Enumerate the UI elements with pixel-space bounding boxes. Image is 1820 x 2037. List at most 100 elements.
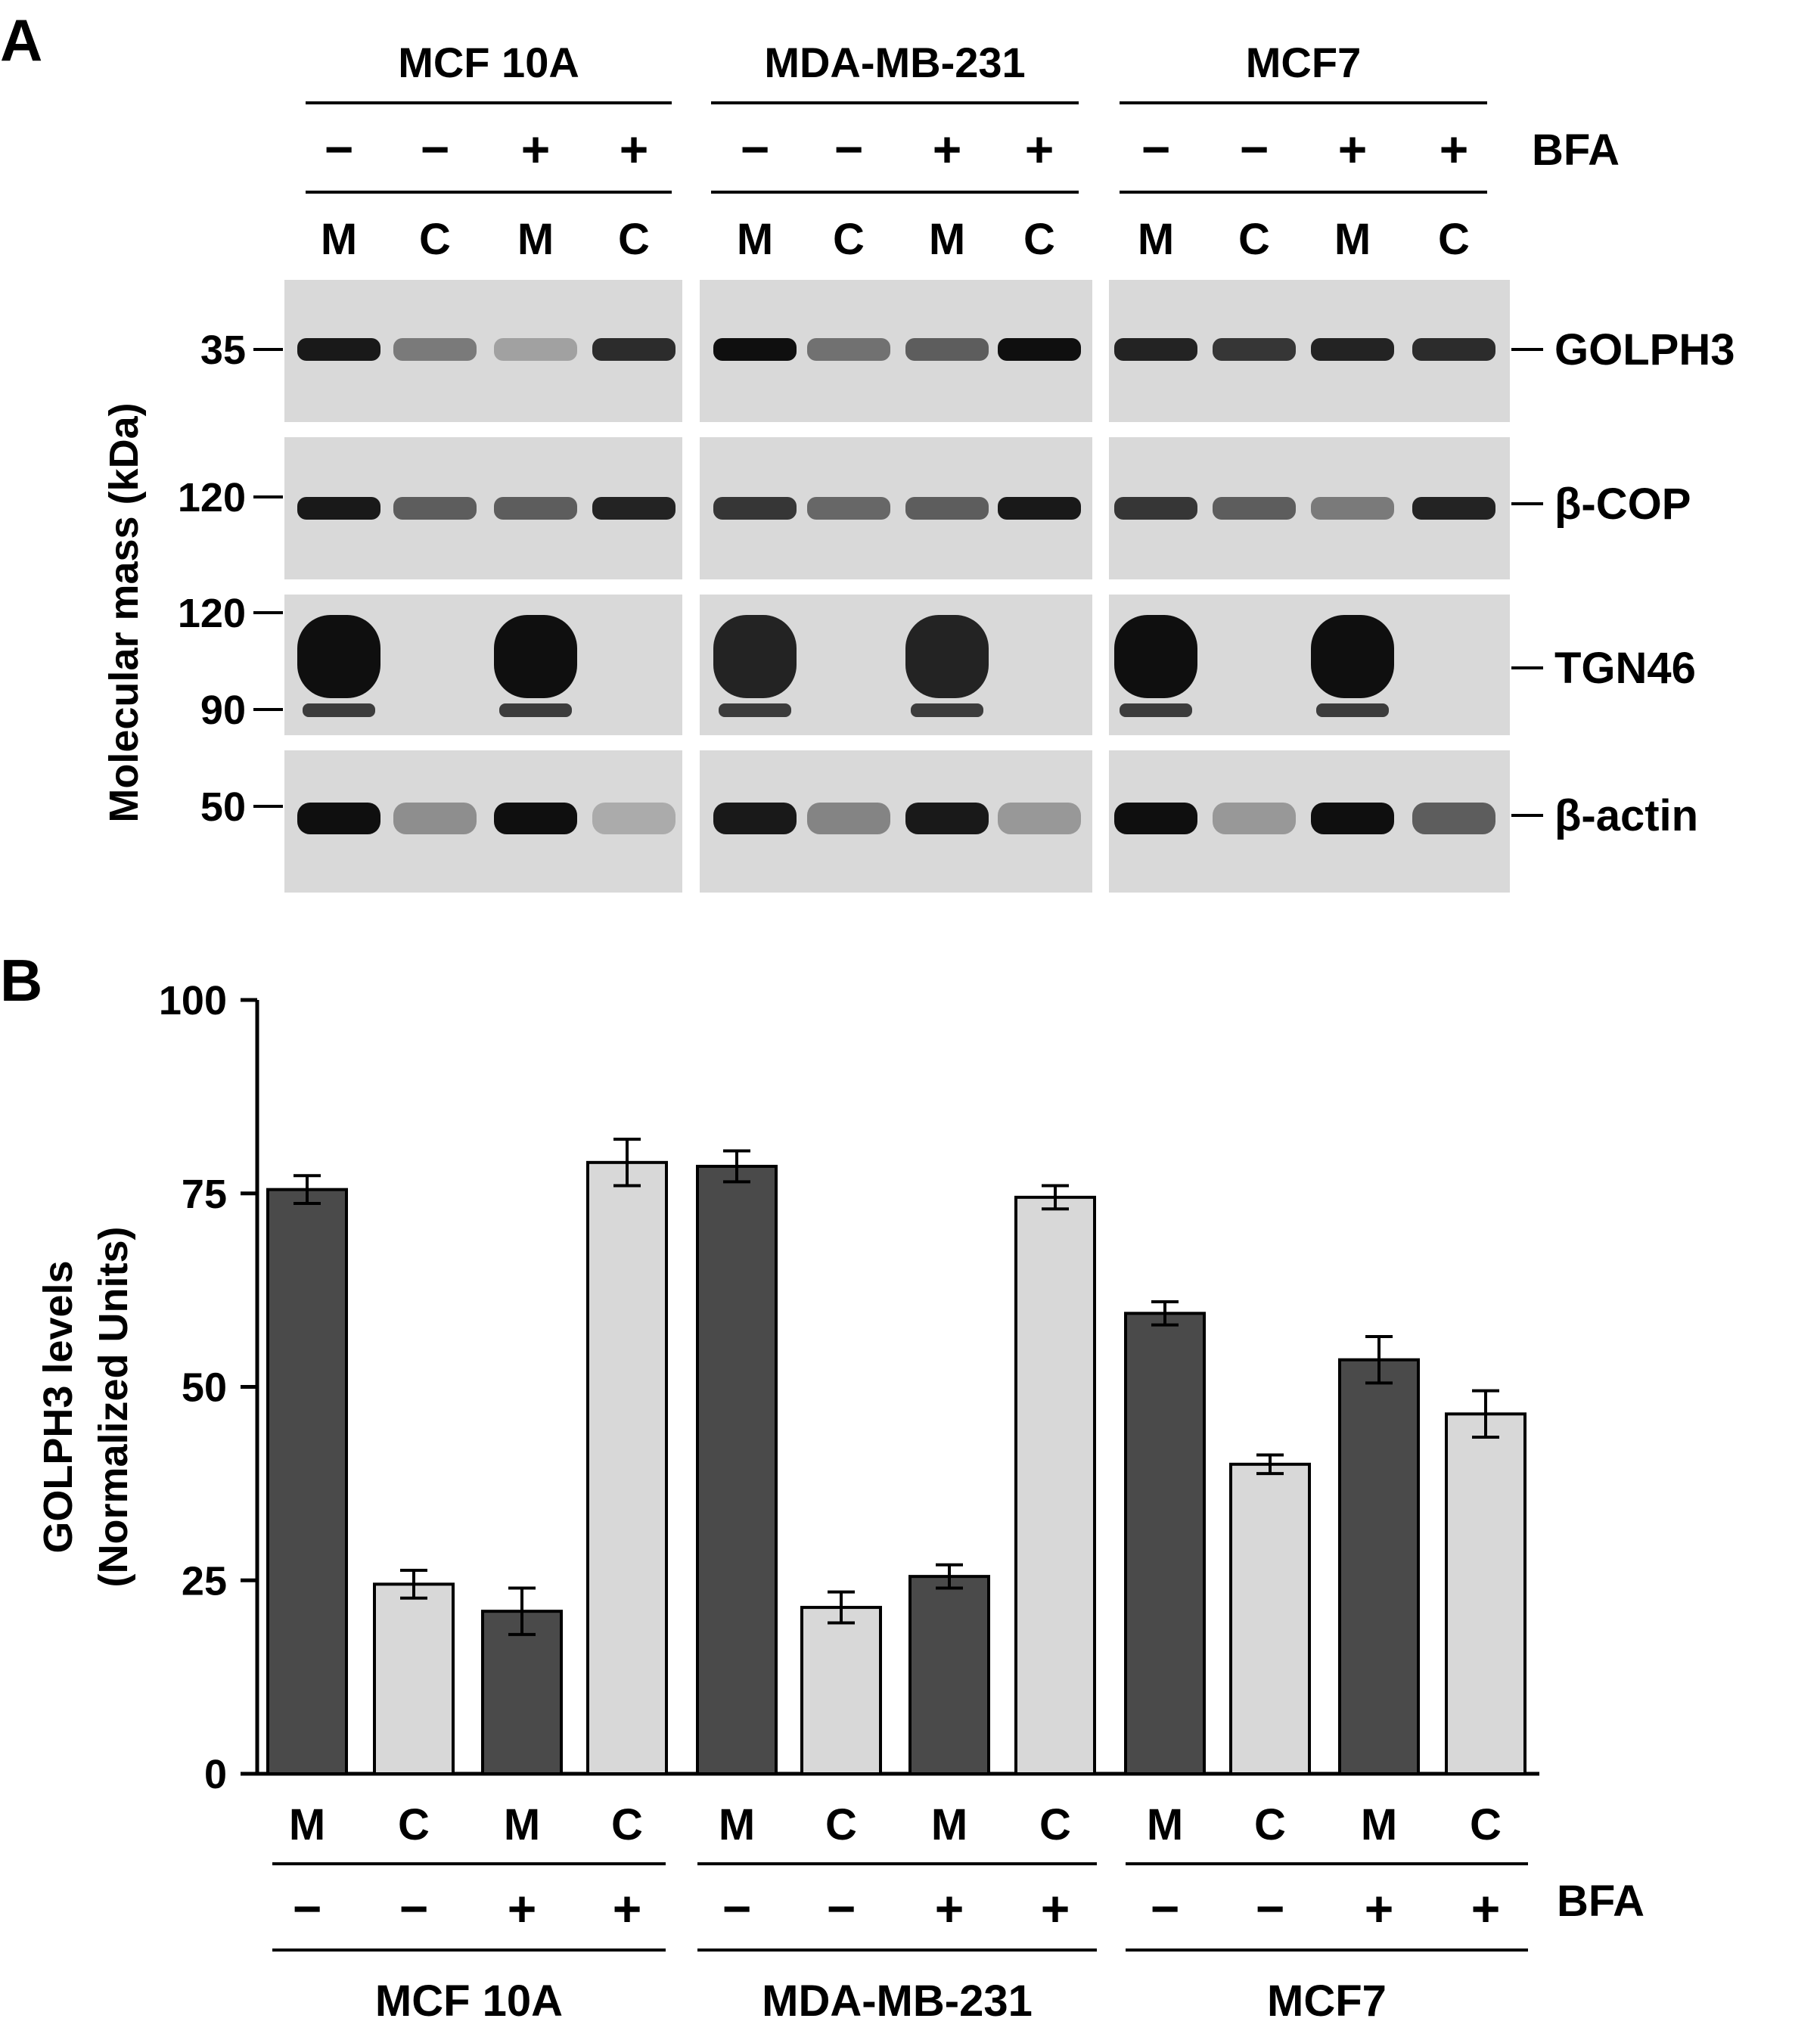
x-category-label: C [825,1800,857,1849]
bfa-sign: + [521,121,551,177]
x-category-label: C [398,1800,430,1849]
blot-band [494,803,577,834]
bfa-sign: − [1141,121,1171,177]
x-category-label: C [611,1800,643,1849]
panel-b-y-axis-label-line1: GOLPH3 levels [36,1260,81,1553]
bar [481,1610,563,1775]
bfa-sign: − [1240,121,1269,177]
x-category-label: C [1254,1800,1286,1849]
blot-band [297,803,380,834]
bfa-sign: + [933,121,962,177]
blot-band [1311,803,1394,834]
panel-b-treatment-label: BFA [1557,1877,1645,1926]
x-category-label: M [1361,1800,1397,1849]
panel-a-treatment-label: BFA [1532,126,1620,175]
bfa-sign: − [399,1880,429,1936]
bars [266,1160,1527,1776]
bar [908,1575,990,1775]
blot-band [1114,803,1197,834]
blot-band [905,803,989,834]
blot-band [1316,703,1389,717]
panel-a-y-axis-label: Molecular mass (kDa) [101,402,147,822]
protein-label: β-COP [1554,480,1691,529]
fraction-label: C [833,215,865,264]
bfa-sign: + [1440,121,1469,177]
blot-band [1311,497,1394,520]
bar [696,1164,778,1775]
x-category-label: M [931,1800,967,1849]
blot-band [1213,338,1296,361]
y-tick-label: 25 [182,1558,227,1604]
blot-band [1213,497,1296,520]
fraction-label: C [1023,215,1055,264]
y-tick-label: 100 [159,978,227,1023]
blot-band [1120,703,1192,717]
bfa-sign: − [722,1880,752,1936]
marker-label: 120 [178,591,246,636]
protein-label: β-actin [1554,791,1698,840]
blot-band [719,703,791,717]
blot-band [905,497,989,520]
blot-band [297,615,380,698]
blot-band [297,497,380,520]
x-category-label: C [1470,1800,1502,1849]
blot-band [592,338,676,361]
blot-band [911,703,983,717]
blot-band [713,615,797,698]
blot-band [998,497,1081,520]
bfa-sign: − [293,1880,322,1936]
blot-band [713,497,797,520]
bfa-sign: − [1151,1880,1180,1936]
fraction-label: C [419,215,451,264]
panel-b: B GOLPH3 levels (Normalized Units) 0 25 50… [0,947,1645,2026]
blot-band [1114,615,1197,698]
blot-band [1412,497,1495,520]
blot-band [1114,338,1197,361]
blot-band [297,338,380,361]
x-category-label: M [289,1800,325,1849]
x-category-label: M [504,1800,540,1849]
bfa-sign: − [827,1880,856,1936]
blot-panels: 35 GOLPH3 120 β-COP 120 90 TGN46 50 β-actin [178,280,1735,893]
bar [266,1188,348,1775]
group-label: MCF 10A [375,1976,563,2026]
blot-band [1114,497,1197,520]
bfa-sign: + [620,121,649,177]
blot-band [998,338,1081,361]
blot-band [1412,803,1495,834]
bfa-sign: − [1256,1880,1285,1936]
fraction-label: C [1438,215,1470,264]
blot-band [592,803,676,834]
bfa-sign: − [741,121,770,177]
fraction-label: M [929,215,965,264]
bfa-sign: − [421,121,450,177]
marker-label: 90 [200,688,246,733]
bfa-sign: + [1338,121,1368,177]
blot-band [393,803,477,834]
bar [1338,1358,1420,1775]
bar [1445,1412,1527,1776]
protein-label: TGN46 [1554,644,1696,693]
blot-band [494,338,577,361]
group-label: MDA-MB-231 [762,1976,1033,2026]
blot-band [1311,615,1394,698]
bar [373,1582,455,1775]
marker-label: 35 [200,328,246,373]
blot-band [494,615,577,698]
x-category-label: M [719,1800,755,1849]
y-tick-label: 75 [182,1172,227,1217]
group-label: MCF7 [1267,1976,1387,2026]
bar [586,1160,668,1775]
blot-band [905,615,989,698]
fraction-label: M [737,215,773,264]
blot-band [1412,338,1495,361]
blot-band [393,497,477,520]
blot-band [1213,803,1296,834]
marker-label: 50 [200,784,246,830]
cell-line-label: MCF7 [1246,39,1361,86]
bfa-sign: − [325,121,354,177]
panel-a-label: A [0,7,42,73]
blot-band [807,497,890,520]
bfa-sign: − [834,121,864,177]
